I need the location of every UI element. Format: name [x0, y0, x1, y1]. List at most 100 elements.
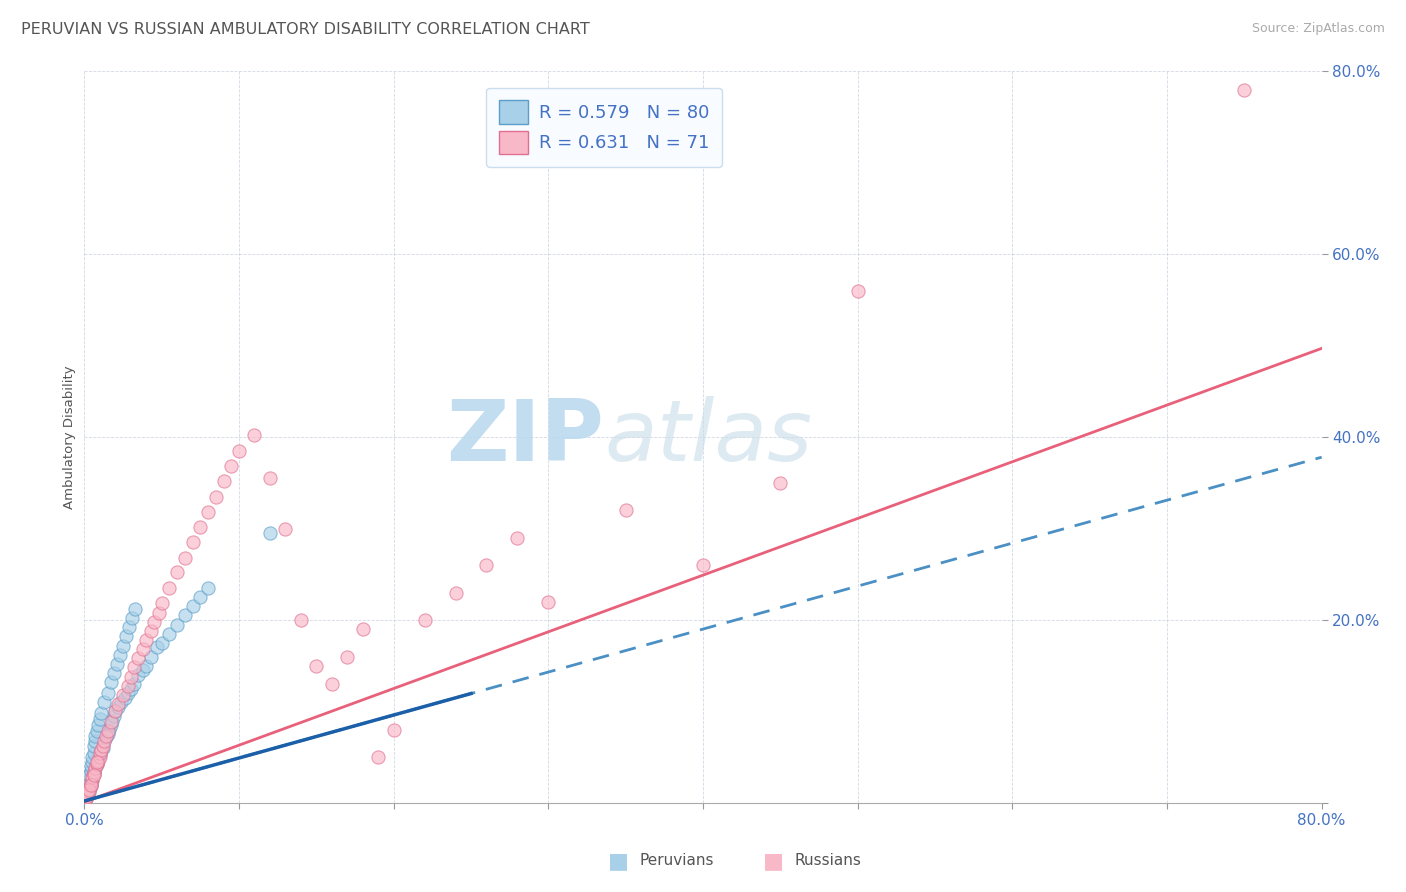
Point — [104, 705, 127, 719]
Point — [77, 780, 100, 794]
Point — [77, 785, 100, 799]
Point — [82, 755, 104, 769]
Point — [104, 705, 127, 719]
Point — [181, 535, 204, 549]
Point — [79, 777, 101, 792]
Point — [82, 772, 104, 787]
Point — [120, 670, 142, 684]
Point — [76, 782, 98, 797]
Point — [159, 626, 180, 640]
Point — [132, 642, 155, 657]
Point — [75, 792, 97, 806]
Point — [120, 681, 142, 696]
Point — [135, 658, 157, 673]
Point — [87, 754, 110, 768]
Point — [259, 526, 281, 541]
Point — [692, 558, 714, 573]
Point — [75, 790, 97, 805]
Point — [89, 750, 111, 764]
Point — [84, 761, 107, 775]
Point — [475, 558, 498, 573]
Point — [127, 667, 149, 681]
Point — [537, 594, 560, 608]
Point — [115, 629, 138, 643]
Point — [382, 723, 405, 737]
Point — [82, 772, 104, 787]
Point — [444, 585, 467, 599]
Text: Peruvians: Peruvians — [640, 854, 714, 868]
Point — [89, 746, 111, 760]
Point — [259, 471, 281, 485]
Point — [86, 757, 108, 772]
Point — [219, 459, 242, 474]
Point — [103, 709, 125, 723]
Point — [148, 606, 170, 620]
Point — [174, 608, 197, 623]
Point — [79, 780, 101, 794]
Point — [87, 752, 110, 766]
Legend: R = 0.579   N = 80, R = 0.631   N = 71: R = 0.579 N = 80, R = 0.631 N = 71 — [486, 87, 721, 167]
Point — [96, 686, 118, 700]
Point — [87, 718, 110, 732]
Point — [146, 640, 169, 655]
Point — [117, 679, 139, 693]
Point — [150, 636, 173, 650]
Text: atlas: atlas — [605, 395, 813, 479]
Point — [166, 617, 188, 632]
Point — [132, 663, 155, 677]
Point — [77, 772, 100, 787]
Point — [83, 766, 105, 780]
Point — [82, 770, 104, 784]
Point — [79, 777, 101, 792]
Point — [96, 727, 118, 741]
Point — [112, 639, 135, 653]
Point — [93, 733, 115, 747]
Y-axis label: Ambulatory Disability: Ambulatory Disability — [63, 365, 76, 509]
Point — [79, 764, 101, 778]
Point — [117, 686, 139, 700]
Point — [84, 733, 107, 747]
Point — [188, 590, 211, 604]
Point — [77, 768, 100, 782]
Point — [413, 613, 436, 627]
Point — [352, 622, 374, 636]
Point — [1233, 82, 1256, 96]
Point — [75, 789, 97, 803]
Point — [79, 775, 101, 789]
Point — [83, 767, 105, 781]
Point — [91, 740, 114, 755]
Text: PERUVIAN VS RUSSIAN AMBULATORY DISABILITY CORRELATION CHART: PERUVIAN VS RUSSIAN AMBULATORY DISABILIT… — [21, 22, 591, 37]
Point — [110, 695, 132, 709]
Point — [76, 787, 98, 801]
Point — [84, 759, 107, 773]
Point — [143, 615, 166, 629]
Point — [90, 706, 112, 721]
Point — [89, 712, 111, 726]
Point — [212, 474, 235, 488]
Point — [305, 658, 328, 673]
Point — [94, 729, 117, 743]
Point — [76, 787, 98, 801]
Point — [135, 633, 157, 648]
Text: ■: ■ — [609, 851, 628, 871]
Point — [83, 746, 105, 760]
Point — [166, 566, 188, 580]
Point — [150, 597, 173, 611]
Point — [122, 677, 145, 691]
Point — [91, 736, 114, 750]
Point — [100, 718, 122, 732]
Point — [243, 428, 266, 442]
Point — [76, 777, 98, 792]
Point — [100, 675, 122, 690]
Point — [181, 599, 204, 614]
Point — [90, 743, 112, 757]
Text: Source: ZipAtlas.com: Source: ZipAtlas.com — [1251, 22, 1385, 36]
Point — [83, 739, 105, 753]
Point — [506, 531, 529, 545]
Point — [84, 761, 107, 775]
Point — [83, 764, 105, 779]
Point — [614, 503, 637, 517]
Point — [367, 750, 389, 764]
Point — [76, 789, 98, 804]
Point — [75, 791, 97, 805]
